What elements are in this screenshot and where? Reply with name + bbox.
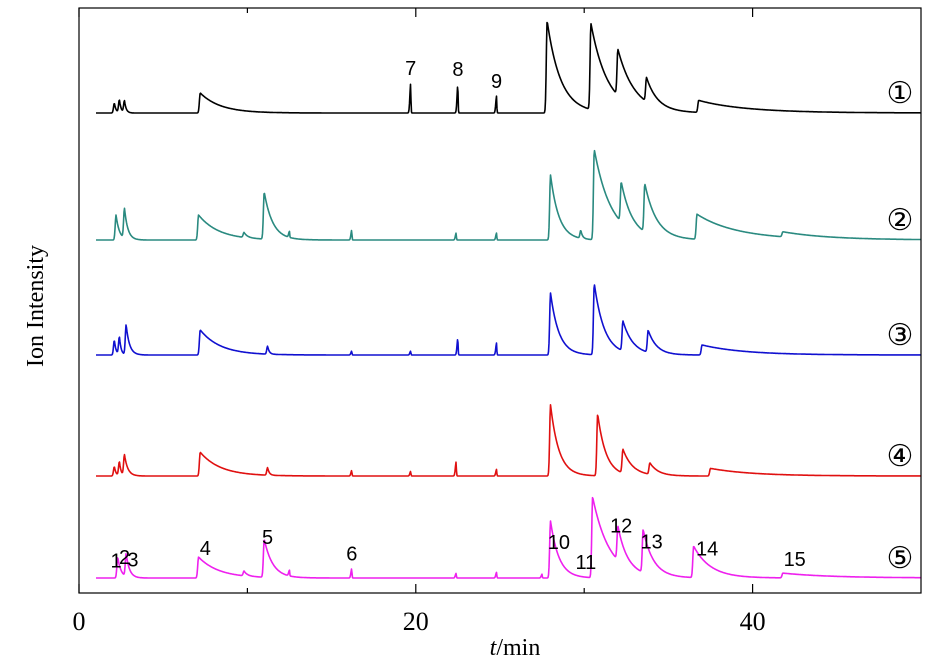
peak-label-9: 9 bbox=[491, 71, 502, 93]
x-axis-label-variable: t bbox=[490, 635, 498, 661]
y-axis-label: Ion Intensity bbox=[23, 245, 49, 367]
traces-layer: ① ② ③ ④ ⑤ bbox=[95, 21, 922, 579]
trace-label-3: ③ bbox=[887, 318, 914, 353]
x-tick-label-20: 20 bbox=[403, 607, 429, 636]
peak-label-6: 6 bbox=[346, 544, 357, 566]
x-axis-label: t/min bbox=[490, 635, 541, 661]
trace-label-5: ⑤ bbox=[887, 541, 914, 576]
trace-line-3 bbox=[95, 284, 922, 356]
peak-label-14: 14 bbox=[696, 539, 718, 561]
trace-line-4 bbox=[95, 403, 922, 477]
trace-line-2 bbox=[95, 149, 922, 241]
plot-frame bbox=[78, 7, 922, 594]
x-axis-ticks: 0 20 40 bbox=[73, 8, 766, 636]
trace-label-4: ④ bbox=[887, 439, 914, 474]
trace-label-2: ② bbox=[887, 203, 914, 238]
peak-label-15: 15 bbox=[784, 549, 806, 571]
peak-label-3: 3 bbox=[127, 550, 138, 572]
peak-label-11: 11 bbox=[576, 552, 597, 574]
x-axis-label-unit: /min bbox=[496, 635, 540, 661]
peak-label-7: 7 bbox=[405, 58, 416, 80]
peak-label-2: 2 bbox=[119, 547, 130, 569]
x-tick-label-0: 0 bbox=[73, 607, 86, 636]
x-tick-label-40: 40 bbox=[740, 607, 766, 636]
peak-label-12: 12 bbox=[610, 515, 632, 537]
trace-line-1 bbox=[95, 21, 922, 114]
peak-label-5: 5 bbox=[262, 527, 273, 549]
peak-label-4: 4 bbox=[200, 538, 211, 560]
peak-label-8: 8 bbox=[452, 59, 463, 81]
peak-label-1: 1 bbox=[110, 550, 121, 572]
trace-label-1: ① bbox=[887, 76, 914, 111]
peak-label-10: 10 bbox=[548, 532, 570, 554]
trace-line-5 bbox=[95, 496, 922, 579]
peak-label-13: 13 bbox=[640, 531, 662, 553]
